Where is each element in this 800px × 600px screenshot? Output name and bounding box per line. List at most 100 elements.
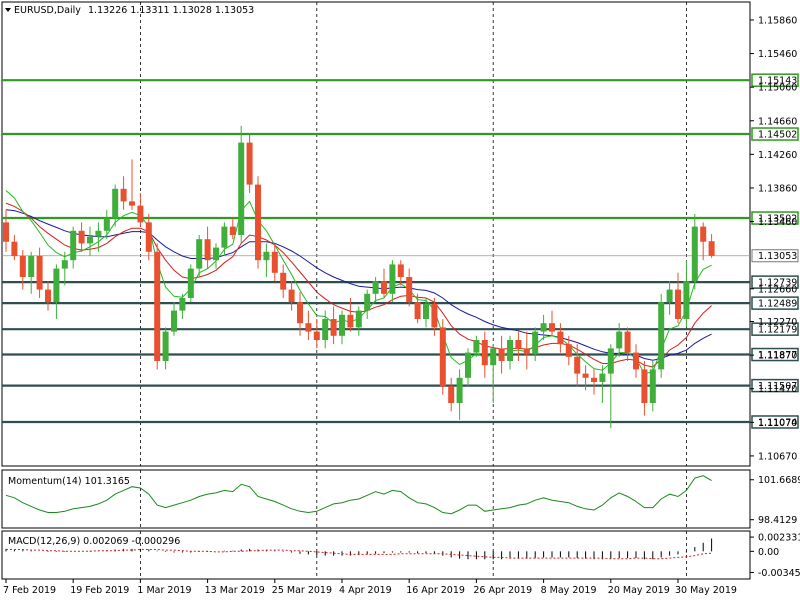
price-tick-label: 1.14660 bbox=[758, 116, 797, 127]
candle-body bbox=[154, 251, 161, 361]
level-price-box bbox=[751, 322, 799, 336]
main-price-panel[interactable] bbox=[1, 1, 751, 467]
candle-body bbox=[120, 188, 127, 202]
price-tick-label: 1.15060 bbox=[758, 83, 797, 94]
time-tick-label: 7 Feb 2019 bbox=[3, 585, 56, 596]
candle-body bbox=[599, 373, 606, 382]
time-tick-label: 20 May 2019 bbox=[608, 585, 670, 596]
price-tick-label: 1.15860 bbox=[758, 15, 797, 26]
candle-body bbox=[381, 281, 387, 294]
candle-body bbox=[414, 302, 421, 319]
momentum-tick-label: 98.4129 bbox=[758, 515, 797, 526]
level-price-label: 1.11507 bbox=[758, 381, 797, 392]
candle-body bbox=[204, 239, 211, 261]
candle-body bbox=[162, 331, 169, 361]
candle-body bbox=[431, 303, 438, 328]
candle-body bbox=[70, 230, 77, 261]
current-price-label: 1.13053 bbox=[758, 251, 797, 262]
candle-body bbox=[347, 314, 354, 328]
level-price-box bbox=[751, 296, 799, 310]
candle-body bbox=[330, 319, 337, 336]
momentum-line bbox=[5, 475, 712, 515]
macd-panel[interactable] bbox=[1, 530, 751, 580]
candle-body bbox=[246, 142, 253, 185]
candle-body bbox=[439, 327, 446, 387]
time-tick-label: 26 Apr 2019 bbox=[473, 585, 532, 596]
level-price-box bbox=[751, 378, 799, 393]
candle-body bbox=[179, 298, 186, 311]
candle-body bbox=[145, 222, 152, 252]
candle-body bbox=[406, 277, 413, 303]
level-price-label: 1.12489 bbox=[758, 299, 797, 310]
candle-body bbox=[658, 302, 665, 370]
candle-body bbox=[171, 310, 177, 332]
candle-body bbox=[675, 289, 681, 319]
candle-body bbox=[339, 314, 345, 336]
candle-body bbox=[532, 331, 539, 355]
symbol-label: EURUSD,Daily bbox=[14, 5, 81, 16]
candle-body bbox=[582, 373, 589, 378]
candle-body bbox=[238, 142, 245, 235]
momentum-panel[interactable] bbox=[1, 469, 751, 529]
macd-tick-label: -0.003454 bbox=[758, 568, 800, 579]
price-tick-label: 1.11870 bbox=[758, 351, 797, 362]
momentum-tick-label: 101.6689 bbox=[758, 475, 800, 486]
level-price-label: 1.11074 bbox=[758, 417, 797, 428]
macd-tick-label: 0.002331 bbox=[758, 533, 800, 544]
level-price-label: 1.12739 bbox=[758, 278, 797, 289]
candle-body bbox=[271, 251, 278, 273]
candle-body bbox=[103, 218, 110, 231]
level-price-box bbox=[751, 347, 799, 362]
level-price-label: 1.13502 bbox=[758, 214, 797, 225]
ma-slow-line bbox=[5, 209, 712, 361]
candle-body bbox=[3, 222, 9, 242]
candle-body bbox=[78, 230, 85, 244]
candle-body bbox=[187, 268, 194, 298]
price-tick-label: 1.14260 bbox=[758, 150, 797, 161]
chevron-down-icon[interactable] bbox=[5, 8, 11, 12]
candle-body bbox=[129, 201, 135, 206]
price-tick-label: 1.11070 bbox=[758, 418, 797, 429]
level-price-label: 1.11877 bbox=[758, 350, 797, 361]
price-tick-label: 1.13460 bbox=[758, 217, 797, 228]
candlesticks bbox=[3, 125, 715, 429]
macd-indicator: 0.002331 0.00 -0.003454 bbox=[5, 533, 800, 579]
candle-body bbox=[565, 344, 572, 357]
candle-body bbox=[423, 303, 429, 319]
candle-body bbox=[313, 331, 320, 340]
time-tick-label: 25 Mar 2019 bbox=[272, 585, 332, 596]
price-tick-label: 1.12660 bbox=[758, 284, 797, 295]
time-tick-label: 30 May 2019 bbox=[675, 585, 737, 596]
time-tick-label: 16 Apr 2019 bbox=[406, 585, 465, 596]
candle-body bbox=[364, 293, 371, 311]
candle-body bbox=[213, 247, 219, 261]
level-price-box bbox=[751, 73, 799, 87]
candle-body bbox=[280, 272, 287, 290]
level-price-label: 1.14502 bbox=[758, 130, 797, 141]
candle-body bbox=[490, 348, 497, 366]
candle-body bbox=[540, 323, 547, 332]
candle-body bbox=[263, 251, 270, 261]
momentum-indicator: 101.6689 98.4129 bbox=[5, 475, 800, 526]
candle-body bbox=[229, 226, 236, 235]
horizontal-levels: 1.15143 1.14502 1.13502 1.12739 1.12489 1.121… bbox=[2, 73, 799, 429]
candle-body bbox=[288, 289, 295, 303]
candle-body bbox=[515, 340, 522, 349]
candle-body bbox=[448, 386, 455, 403]
time-tick-label: 1 Mar 2019 bbox=[137, 585, 191, 596]
candle-body bbox=[607, 348, 614, 374]
candle-body bbox=[641, 369, 648, 403]
candle-body bbox=[683, 281, 690, 319]
candle-body bbox=[372, 281, 379, 294]
time-tick-label: 19 Feb 2019 bbox=[70, 585, 129, 596]
candle-body bbox=[557, 331, 564, 345]
price-tick-label: 1.11470 bbox=[758, 384, 797, 395]
current-price-box bbox=[751, 249, 799, 263]
level-price-label: 1.12179 bbox=[758, 325, 797, 336]
candle-body bbox=[649, 369, 656, 403]
ohlc-readout: 1.13226 1.13311 1.13028 1.13053 bbox=[88, 5, 254, 16]
time-tick-label: 13 Mar 2019 bbox=[205, 585, 265, 596]
candle-body bbox=[574, 356, 581, 374]
candle-body bbox=[112, 188, 119, 219]
